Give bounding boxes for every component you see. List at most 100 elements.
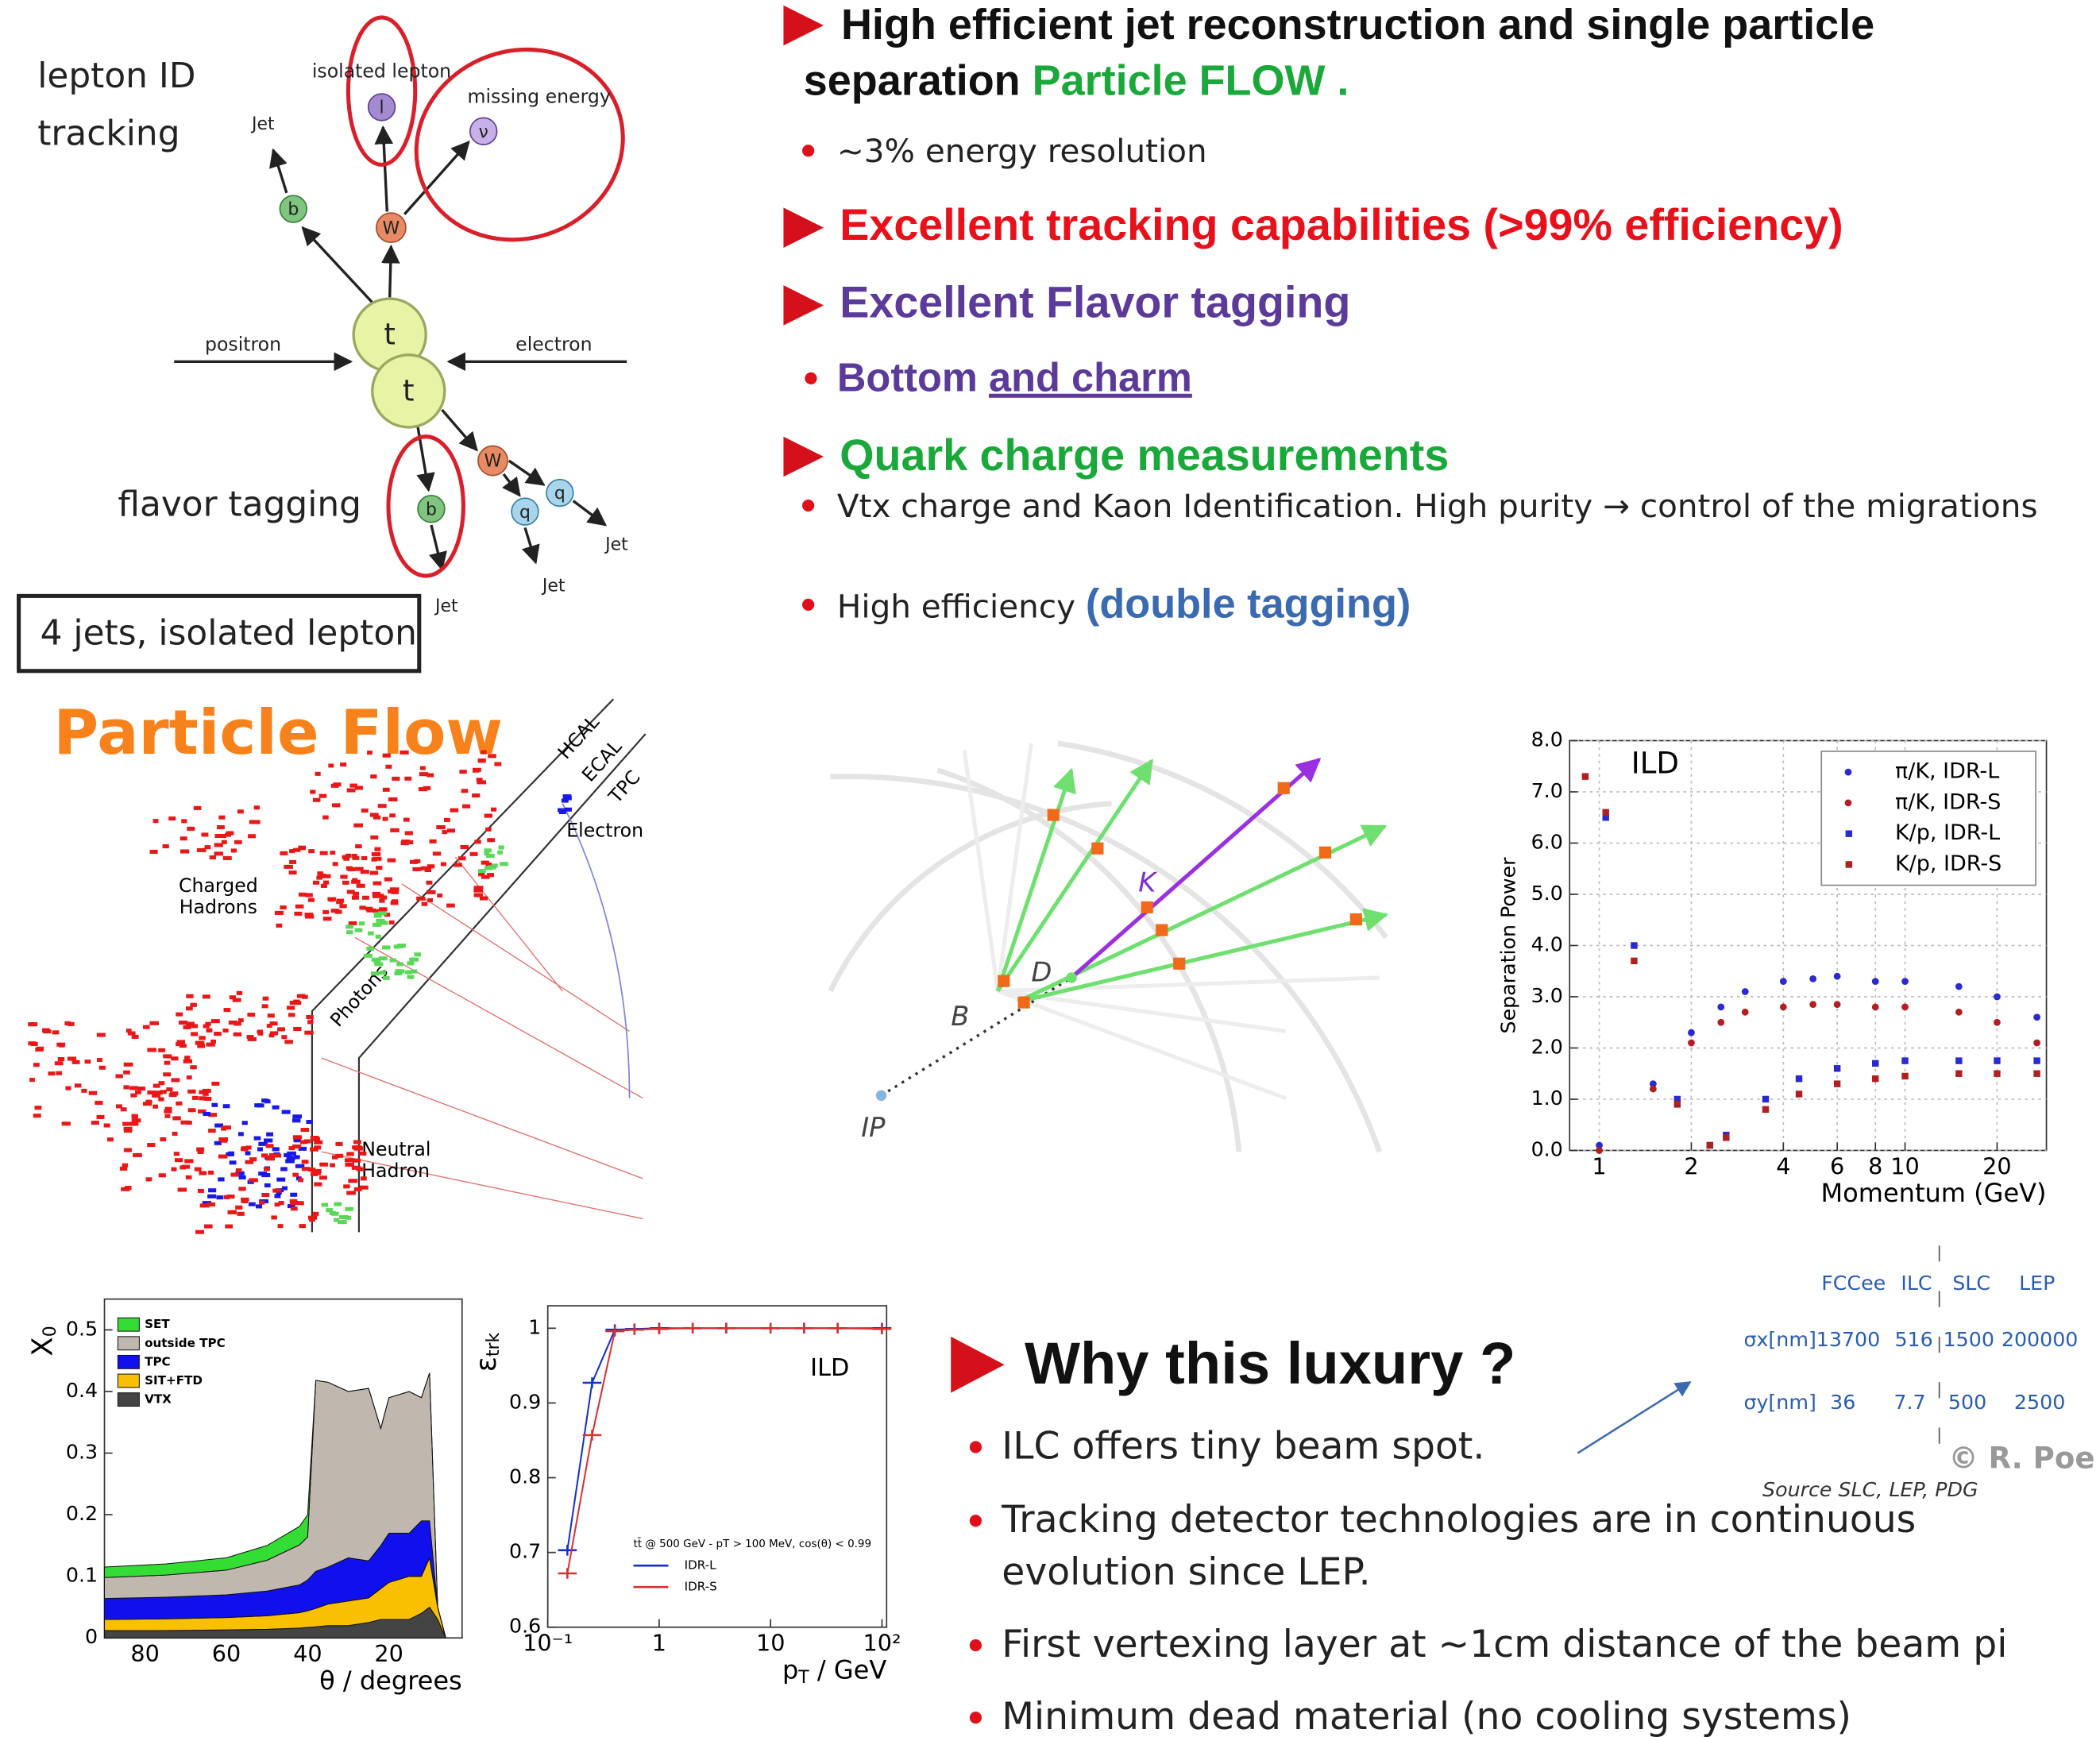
hit <box>459 770 467 774</box>
label-box: Neutral Hadron <box>361 1140 430 1183</box>
hit <box>214 834 222 839</box>
hit <box>263 1167 270 1172</box>
hit <box>316 875 322 880</box>
y-tick-label: 0.5 <box>66 1317 98 1340</box>
hit <box>133 1152 142 1157</box>
hit <box>122 1163 129 1168</box>
hit <box>277 1027 286 1032</box>
hit <box>152 1083 160 1088</box>
hit <box>400 750 409 755</box>
hit <box>235 1205 243 1210</box>
hit <box>298 1178 304 1183</box>
point <box>1901 978 1909 986</box>
hit <box>160 1090 167 1094</box>
hit <box>183 1059 193 1063</box>
hit <box>497 850 503 855</box>
hit <box>214 1032 222 1036</box>
hit <box>115 1074 123 1079</box>
legend-label: SIT+FTD <box>145 1373 203 1388</box>
hit <box>318 873 326 878</box>
hit <box>206 1042 215 1047</box>
hit <box>222 855 232 860</box>
hit <box>261 1004 268 1009</box>
hit <box>258 1141 268 1146</box>
hit <box>183 1025 191 1029</box>
hit <box>312 1137 320 1141</box>
hit <box>237 1018 244 1023</box>
hit <box>259 1200 265 1205</box>
hit <box>180 1165 186 1170</box>
point <box>1872 1075 1879 1083</box>
hit <box>354 867 364 871</box>
x-axis-label-sub: T <box>797 1668 809 1688</box>
hit <box>332 862 338 867</box>
legend-title: tt̄ @ 500 GeV - pT > 100 MeV, cos(θ) < 0… <box>634 1537 872 1550</box>
hit <box>427 773 434 778</box>
hit <box>67 1056 77 1061</box>
hit <box>269 1021 278 1026</box>
hit <box>176 1040 186 1044</box>
hit <box>484 813 492 818</box>
y-tick-label: 0.8 <box>509 1465 541 1488</box>
hit <box>199 1096 207 1101</box>
hit <box>272 1153 282 1158</box>
table-header: SLC <box>1952 1272 1990 1295</box>
hit <box>457 856 466 861</box>
point <box>1833 1001 1841 1009</box>
hit <box>345 866 353 870</box>
hit <box>296 994 306 998</box>
hit <box>472 768 480 773</box>
table-cell: 2500 <box>2014 1391 2065 1414</box>
hit <box>360 1176 367 1181</box>
x-tick-label: 10 <box>1890 1152 1919 1179</box>
hit <box>330 909 340 913</box>
hit <box>382 787 390 792</box>
hit <box>371 957 381 962</box>
point <box>1955 1057 1963 1064</box>
hit <box>354 928 363 932</box>
hit <box>272 1188 282 1193</box>
point <box>2033 1013 2040 1021</box>
hit <box>303 1139 311 1144</box>
hit <box>307 1215 318 1220</box>
hit <box>396 962 403 967</box>
legend-swatch <box>117 1317 140 1332</box>
bullet-dot <box>969 1639 982 1652</box>
hit <box>377 804 387 809</box>
hit <box>170 1091 179 1096</box>
hit <box>207 1194 217 1199</box>
hit <box>203 1224 213 1229</box>
hit <box>397 944 406 948</box>
point <box>1994 993 2001 1001</box>
marker <box>558 1545 577 1556</box>
hit <box>436 824 446 830</box>
hit <box>500 862 508 867</box>
hit <box>203 1024 210 1029</box>
hit <box>158 1048 166 1052</box>
hit <box>376 918 385 923</box>
hit <box>305 893 313 897</box>
hit <box>444 817 450 822</box>
hit <box>163 1054 172 1059</box>
hit <box>356 883 365 888</box>
hit <box>340 762 347 767</box>
event-labels: lepton ID tracking isolated lepton missi… <box>37 56 628 653</box>
hit <box>361 895 369 900</box>
hit <box>330 1163 335 1168</box>
hit <box>130 1093 137 1098</box>
hit <box>292 1144 302 1149</box>
node-label: t <box>384 318 396 352</box>
y-tick-label: 0.1 <box>66 1564 98 1587</box>
hit <box>249 1157 257 1162</box>
hit <box>171 1078 180 1083</box>
point <box>1809 1001 1817 1009</box>
hit <box>164 1109 172 1114</box>
y-axis-label-text: X <box>27 1337 60 1356</box>
hit <box>373 909 382 913</box>
hit <box>472 793 481 798</box>
hit <box>163 1072 172 1077</box>
bullet-dot <box>802 145 815 157</box>
hit <box>30 1042 38 1047</box>
hit <box>222 1028 229 1033</box>
hit <box>131 1118 141 1123</box>
